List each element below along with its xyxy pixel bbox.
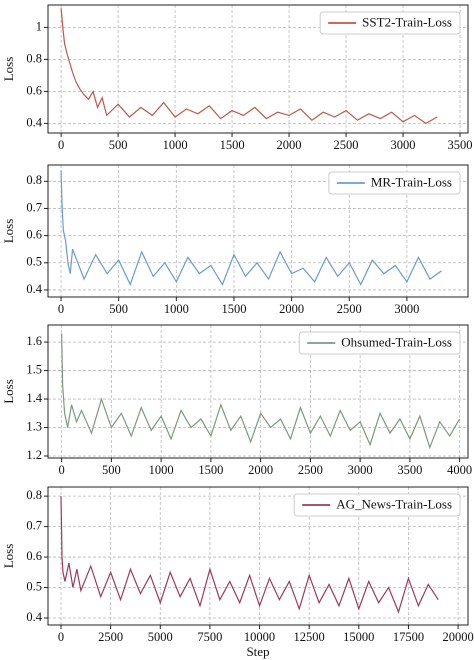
- y-tick-label: 1.6: [26, 334, 42, 348]
- x-tick-label: 0: [58, 138, 64, 152]
- x-tick-label: 2500: [334, 138, 359, 152]
- y-tick-label: 0.4: [26, 610, 42, 624]
- x-tick-label: 1500: [198, 463, 223, 477]
- legend: SST2-Train-Loss: [319, 11, 461, 35]
- y-tick-label: 1.5: [26, 362, 42, 376]
- legend-label: SST2-Train-Loss: [362, 14, 452, 29]
- y-tick-label: 0.6: [26, 83, 42, 97]
- y-tick-label: 0.8: [26, 173, 42, 187]
- plot-frame: [47, 164, 469, 298]
- x-tick-label: 0: [58, 302, 64, 316]
- x-tick-label: 500: [109, 138, 128, 152]
- legend-label: Ohsumed-Train-Loss: [341, 334, 452, 349]
- y-tick-label: 0.7: [26, 518, 42, 532]
- y-axis-label: Loss: [1, 544, 16, 569]
- x-tick-label: 2000: [277, 138, 302, 152]
- x-tick-label: 10000: [244, 630, 275, 644]
- x-tick-label: 17500: [393, 630, 424, 644]
- x-tick-label: 1000: [149, 463, 174, 477]
- y-axis-label: Loss: [1, 219, 16, 244]
- y-tick-label: 0.5: [26, 255, 42, 269]
- x-tick-label: 0: [59, 463, 65, 477]
- x-tick-label: 12500: [294, 630, 325, 644]
- y-tick-label: 0.8: [26, 488, 42, 502]
- x-tick-label: 15000: [343, 630, 374, 644]
- x-tick-label: 2000: [279, 302, 304, 316]
- x-tick-label: 0: [58, 630, 64, 644]
- y-tick-label: 0.4: [26, 282, 42, 296]
- legend: MR-Train-Loss: [328, 171, 461, 195]
- y-tick-label: 0.8: [26, 51, 42, 65]
- x-tick-label: 1000: [164, 302, 189, 316]
- x-tick-label: 5000: [148, 630, 173, 644]
- loss-line: [60, 8, 438, 125]
- y-tick-label: 0.7: [26, 200, 42, 214]
- x-tick-label: 2000: [248, 463, 273, 477]
- x-tick-label: 4000: [447, 463, 472, 477]
- legend-box: [293, 493, 461, 517]
- y-tick-label: 1.3: [26, 419, 42, 433]
- x-axis-label: Step: [246, 644, 269, 659]
- x-tick-label: 500: [102, 463, 121, 477]
- loss-line: [60, 496, 439, 614]
- legend-box: [319, 11, 461, 35]
- y-tick-label: 0.4: [26, 115, 42, 129]
- plot-frame: [47, 324, 469, 459]
- x-tick-label: 500: [109, 302, 128, 316]
- loss-line: [60, 170, 442, 287]
- subplot: 0 500 1000 1500 2000 2500 3000 0.4 0.5 0.6 0.7 0.8 L…: [1, 164, 469, 316]
- x-tick-label: 1000: [163, 138, 188, 152]
- plot-frame: [47, 4, 469, 134]
- legend-box: [328, 171, 461, 195]
- x-tick-label: 3500: [397, 463, 422, 477]
- subplot: 0 500 1000 1500 2000 2500 3000 3500 0.4 0.6 0.8 1 Lo…: [1, 4, 473, 152]
- y-tick-label: 1.4: [26, 391, 42, 405]
- legend: Ohsumed-Train-Loss: [298, 331, 461, 355]
- x-tick-label: 20000: [442, 630, 473, 644]
- y-tick-label: 0.6: [26, 227, 42, 241]
- y-tick-label: 0.5: [26, 579, 42, 593]
- y-axis-label: Loss: [1, 379, 16, 404]
- plot-frame: [47, 486, 469, 626]
- legend-label: MR-Train-Loss: [371, 174, 452, 189]
- loss-line: [61, 333, 461, 450]
- subplot: 0 2500 5000 7500 10000 12500 15000 17500 20000 0.…: [1, 486, 474, 659]
- y-tick-label: 1: [36, 19, 42, 33]
- x-tick-label: 3000: [348, 463, 373, 477]
- legend: AG_News-Train-Loss: [293, 493, 461, 517]
- y-axis-label: Loss: [1, 57, 16, 82]
- y-tick-label: 1.2: [26, 448, 42, 462]
- x-tick-label: 1500: [221, 302, 246, 316]
- x-tick-label: 3500: [448, 138, 473, 152]
- legend-label: AG_News-Train-Loss: [336, 496, 452, 511]
- subplot: 0 500 1000 1500 2000 2500 3000 3500 4000 1.2 1.3 1.…: [1, 324, 472, 477]
- x-tick-label: 3000: [394, 302, 419, 316]
- x-tick-label: 2500: [98, 630, 123, 644]
- y-tick-label: 0.6: [26, 549, 42, 563]
- x-tick-label: 7500: [197, 630, 222, 644]
- legend-box: [298, 331, 461, 355]
- x-tick-label: 2500: [337, 302, 362, 316]
- x-tick-label: 1500: [220, 138, 245, 152]
- x-tick-label: 3000: [391, 138, 416, 152]
- x-tick-label: 2500: [298, 463, 323, 477]
